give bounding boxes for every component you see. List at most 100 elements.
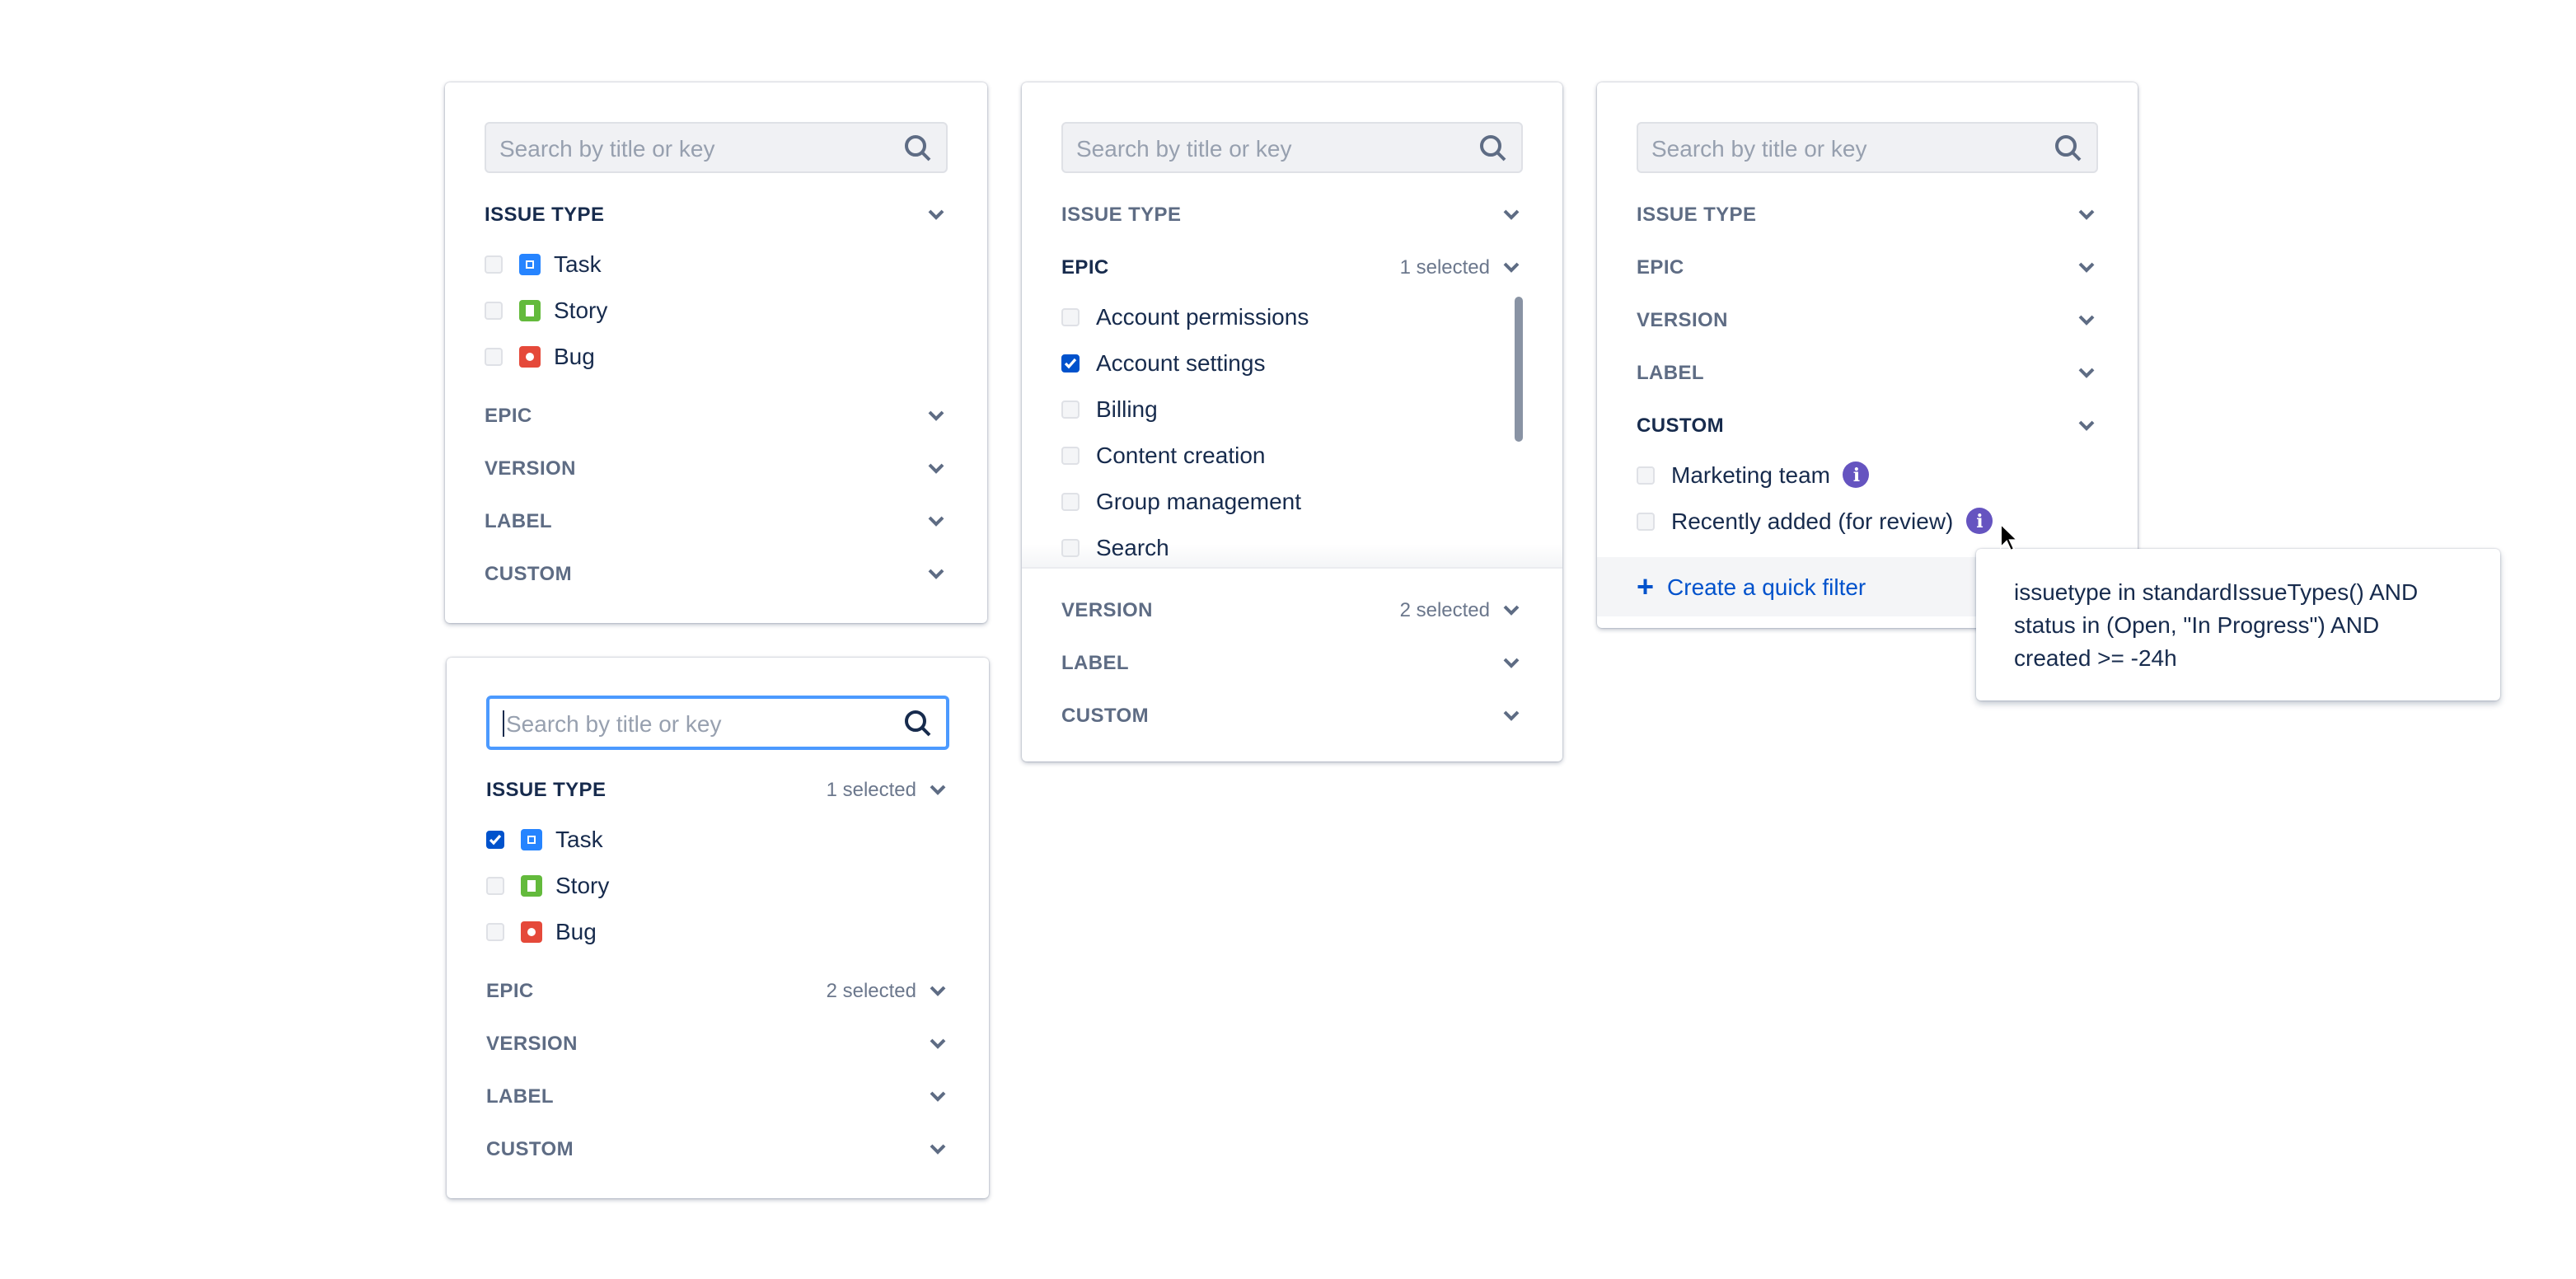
section-version[interactable]: VERSION [486, 1017, 949, 1070]
search-placeholder: Search by title or key [499, 134, 715, 161]
chevron-down-icon [2078, 420, 2095, 431]
item-label: Search [1096, 534, 1169, 560]
checkbox[interactable] [486, 922, 504, 940]
task-icon [521, 828, 542, 850]
chevron-down-icon [928, 209, 944, 220]
section-issue-type[interactable]: ISSUE TYPE [1637, 188, 2098, 241]
section-label[interactable]: LABEL [1637, 346, 2098, 399]
item-label: Group management [1096, 488, 1302, 514]
checkbox[interactable] [1061, 538, 1080, 556]
search-icon[interactable] [903, 708, 933, 738]
search-icon[interactable] [2054, 133, 2083, 162]
section-label: ISSUE TYPE [1061, 203, 1182, 226]
section-epic[interactable]: EPIC 1 selected [1061, 241, 1523, 293]
info-icon[interactable]: i [1966, 508, 1993, 534]
checkbox-checked[interactable] [1061, 354, 1080, 372]
section-custom[interactable]: CUSTOM [1061, 689, 1523, 742]
section-label: ISSUE TYPE [1637, 203, 1757, 226]
task-icon [519, 253, 541, 274]
section-version[interactable]: VERSION 2 selected [1061, 583, 1523, 636]
chevron-down-icon [930, 1038, 946, 1049]
item-label: Account settings [1096, 349, 1266, 376]
search-input[interactable]: Search by title or key [485, 122, 948, 173]
checkbox[interactable] [1637, 512, 1655, 530]
list-item[interactable]: Group management [1061, 478, 1523, 524]
item-label: Marketing team [1671, 461, 1830, 488]
section-label: CUSTOM [1061, 704, 1149, 727]
section-label: LABEL [1061, 651, 1129, 674]
mouse-cursor-icon [2000, 522, 2019, 552]
search-input[interactable]: Search by title or key [1061, 122, 1523, 173]
filter-panel-custom: Search by title or key ISSUE TYPE EPIC V… [1597, 82, 2138, 628]
list-item[interactable]: Account settings [1061, 340, 1523, 386]
list-item[interactable]: Bug [486, 908, 949, 954]
section-epic[interactable]: EPIC [485, 389, 948, 442]
section-label[interactable]: LABEL [485, 494, 948, 547]
item-label: Bug [555, 918, 597, 944]
section-custom[interactable]: CUSTOM [1637, 399, 2098, 452]
checkbox[interactable] [485, 347, 503, 365]
checkbox[interactable] [1061, 400, 1080, 418]
item-label: Story [555, 872, 610, 898]
search-icon[interactable] [903, 133, 933, 162]
list-item[interactable]: Story [486, 862, 949, 908]
section-epic[interactable]: EPIC 2 selected [486, 964, 949, 1017]
list-item[interactable]: Content creation [1061, 432, 1523, 478]
chevron-down-icon [930, 785, 946, 795]
list-item[interactable]: Task [485, 241, 948, 287]
section-issue-type[interactable]: ISSUE TYPE [1061, 188, 1523, 241]
section-custom[interactable]: CUSTOM [486, 1122, 949, 1175]
section-version[interactable]: VERSION [485, 442, 948, 494]
story-icon [521, 874, 542, 896]
chevron-down-icon [1503, 658, 1520, 668]
item-label: Task [554, 251, 602, 277]
epic-list[interactable]: Account permissions Account settings Bil… [1022, 293, 1562, 567]
section-label[interactable]: LABEL [1061, 636, 1523, 689]
list-item[interactable]: Bug [485, 333, 948, 379]
chevron-down-icon [930, 1091, 946, 1102]
section-label: VERSION [1637, 308, 1728, 331]
section-label: ISSUE TYPE [486, 778, 607, 801]
list-item[interactable]: Search [1061, 524, 1523, 567]
checkbox[interactable] [1061, 446, 1080, 464]
section-label: LABEL [486, 1085, 554, 1108]
section-label[interactable]: LABEL [486, 1070, 949, 1122]
checkbox[interactable] [486, 876, 504, 894]
section-issue-type[interactable]: ISSUE TYPE 1 selected [486, 763, 949, 816]
section-issue-type[interactable]: ISSUE TYPE [485, 188, 948, 241]
checkbox[interactable] [1061, 307, 1080, 326]
list-item[interactable]: Task [486, 816, 949, 862]
selected-count: 2 selected [1399, 598, 1490, 621]
list-item[interactable]: Marketing team i [1637, 452, 2098, 498]
create-label: Create a quick filter [1667, 574, 1866, 600]
list-item[interactable]: Story [485, 287, 948, 333]
checkbox[interactable] [1061, 492, 1080, 510]
search-input[interactable]: Search by title or key [1637, 122, 2098, 173]
item-label: Bug [554, 343, 595, 369]
checkbox-checked[interactable] [486, 830, 504, 848]
list-item[interactable]: Recently added (for review) i [1637, 498, 2098, 544]
chevron-down-icon [928, 410, 944, 421]
search-icon[interactable] [1478, 133, 1508, 162]
plus-icon: + [1637, 570, 1655, 603]
search-input[interactable]: Search by title or key [486, 696, 949, 750]
info-icon[interactable]: i [1843, 461, 1870, 488]
chevron-down-icon [1503, 209, 1520, 220]
section-custom[interactable]: CUSTOM [485, 547, 948, 600]
list-item[interactable]: Account permissions [1061, 293, 1523, 340]
chevron-down-icon [930, 1144, 946, 1155]
chevron-down-icon [1503, 605, 1520, 616]
chevron-down-icon [2078, 209, 2095, 220]
checkbox[interactable] [1637, 466, 1655, 484]
selected-count: 1 selected [826, 778, 916, 801]
section-version[interactable]: VERSION [1637, 293, 2098, 346]
item-label: Content creation [1096, 442, 1266, 468]
section-label: VERSION [485, 457, 576, 480]
scrollbar[interactable] [1515, 297, 1523, 442]
checkbox[interactable] [485, 301, 503, 319]
list-item[interactable]: Billing [1061, 386, 1523, 432]
section-label: CUSTOM [1637, 414, 1724, 437]
section-label: LABEL [485, 509, 552, 532]
section-epic[interactable]: EPIC [1637, 241, 2098, 293]
checkbox[interactable] [485, 255, 503, 273]
